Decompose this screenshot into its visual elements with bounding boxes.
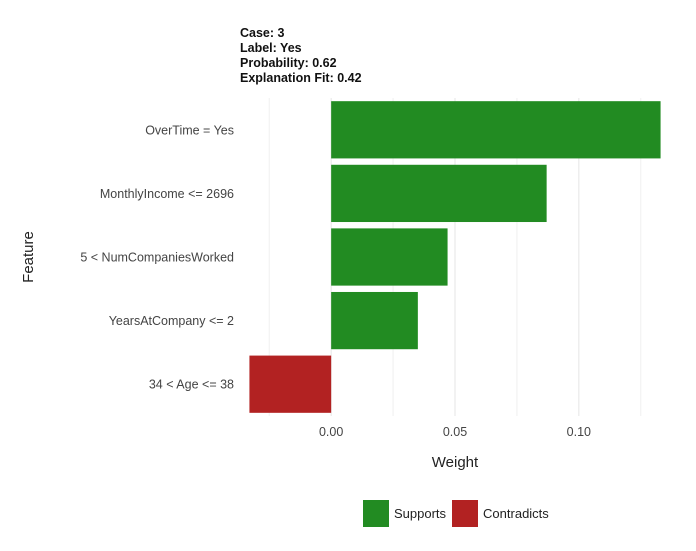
x-tick-label: 0.00	[319, 425, 343, 439]
x-tick-label: 0.10	[567, 425, 591, 439]
y-tick-label: YearsAtCompany <= 2	[109, 314, 234, 328]
chart-header: Case: 3 Label: Yes Probability: 0.62 Exp…	[240, 26, 362, 86]
y-tick-label: OverTime = Yes	[145, 123, 234, 137]
bar-5	[249, 355, 332, 413]
legend-swatch-contradicts	[452, 500, 479, 527]
explanation-fit-text: Explanation Fit: 0.42	[240, 71, 362, 85]
legend-item-contradicts: Contradicts	[452, 500, 549, 527]
y-tick-label: MonthlyIncome <= 2696	[100, 187, 234, 201]
legend: Supports Contradicts	[363, 500, 555, 527]
probability-text: Probability: 0.62	[240, 56, 337, 70]
y-tick-label: 34 < Age <= 38	[149, 378, 234, 392]
legend-label-contradicts: Contradicts	[483, 506, 549, 521]
legend-swatch-supports	[363, 500, 389, 527]
x-axis-title: Weight	[432, 454, 479, 471]
y-axis-title: Feature	[20, 231, 37, 283]
legend-item-supports: Supports	[363, 500, 446, 527]
bar-3	[331, 228, 448, 286]
x-tick-label: 0.05	[443, 425, 467, 439]
y-tick-label: 5 < NumCompaniesWorked	[80, 251, 234, 265]
bar-2	[331, 164, 547, 223]
case-text: Case: 3	[240, 26, 285, 40]
bar-4	[331, 291, 418, 350]
bar-1	[331, 101, 661, 159]
legend-label-supports: Supports	[394, 506, 447, 521]
label-text: Label: Yes	[240, 41, 302, 55]
